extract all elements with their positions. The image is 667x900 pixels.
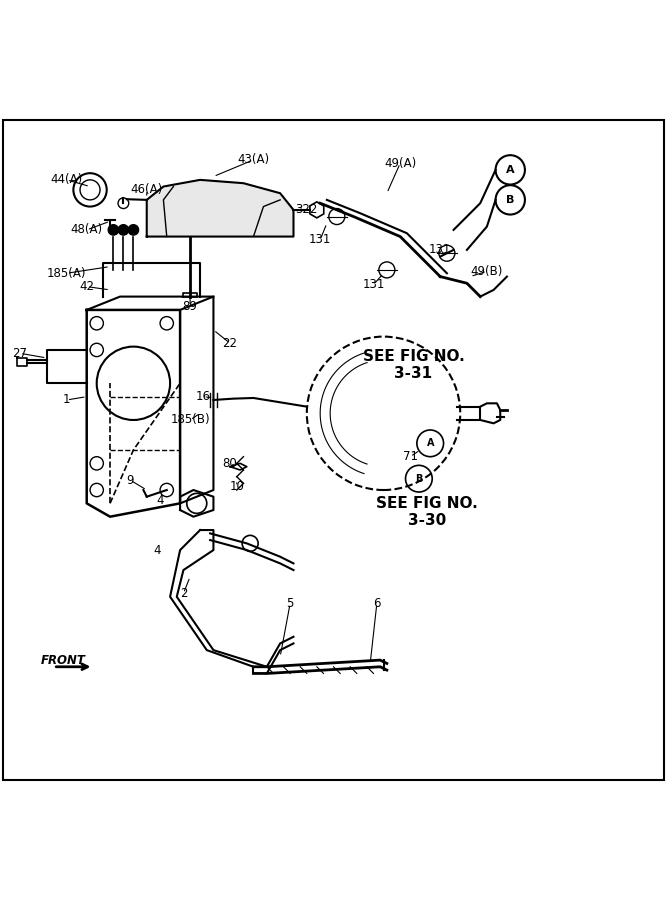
- Text: 5: 5: [286, 597, 294, 610]
- Text: 131: 131: [429, 243, 452, 256]
- Text: 131: 131: [309, 233, 331, 247]
- Text: A: A: [426, 438, 434, 448]
- Text: B: B: [415, 473, 423, 483]
- Circle shape: [128, 225, 139, 235]
- Text: 43(A): 43(A): [237, 153, 269, 166]
- Text: 4: 4: [156, 493, 164, 507]
- Text: 10: 10: [229, 481, 244, 493]
- Text: 22: 22: [223, 337, 237, 350]
- Text: 49(B): 49(B): [471, 265, 503, 278]
- Text: 1: 1: [63, 393, 71, 407]
- Text: FRONT: FRONT: [41, 653, 86, 667]
- Text: SEE FIG NO.: SEE FIG NO.: [376, 496, 478, 511]
- Text: SEE FIG NO.: SEE FIG NO.: [363, 349, 464, 364]
- Text: 46(A): 46(A): [131, 184, 163, 196]
- Circle shape: [118, 225, 129, 235]
- Polygon shape: [147, 180, 293, 237]
- Text: 3-30: 3-30: [408, 512, 446, 527]
- Text: 80: 80: [223, 457, 237, 470]
- Text: 16: 16: [196, 390, 211, 403]
- Text: 49(A): 49(A): [384, 157, 416, 170]
- Text: 71: 71: [403, 450, 418, 464]
- Circle shape: [108, 225, 119, 235]
- Text: 131: 131: [362, 278, 385, 291]
- Text: 42: 42: [79, 280, 94, 293]
- Text: 2: 2: [179, 587, 187, 600]
- Text: 6: 6: [373, 597, 381, 610]
- Text: 4: 4: [153, 544, 161, 556]
- Text: 322: 322: [295, 203, 318, 216]
- Text: 185(B): 185(B): [170, 413, 210, 427]
- Text: 185(A): 185(A): [47, 266, 87, 280]
- Text: 48(A): 48(A): [71, 223, 103, 237]
- Text: 27: 27: [13, 346, 27, 360]
- Text: 3-31: 3-31: [394, 365, 433, 381]
- Text: 9: 9: [126, 473, 134, 487]
- Text: 89: 89: [183, 300, 197, 313]
- Text: B: B: [506, 195, 514, 205]
- Text: A: A: [506, 165, 514, 175]
- Text: 44(A): 44(A): [51, 174, 83, 186]
